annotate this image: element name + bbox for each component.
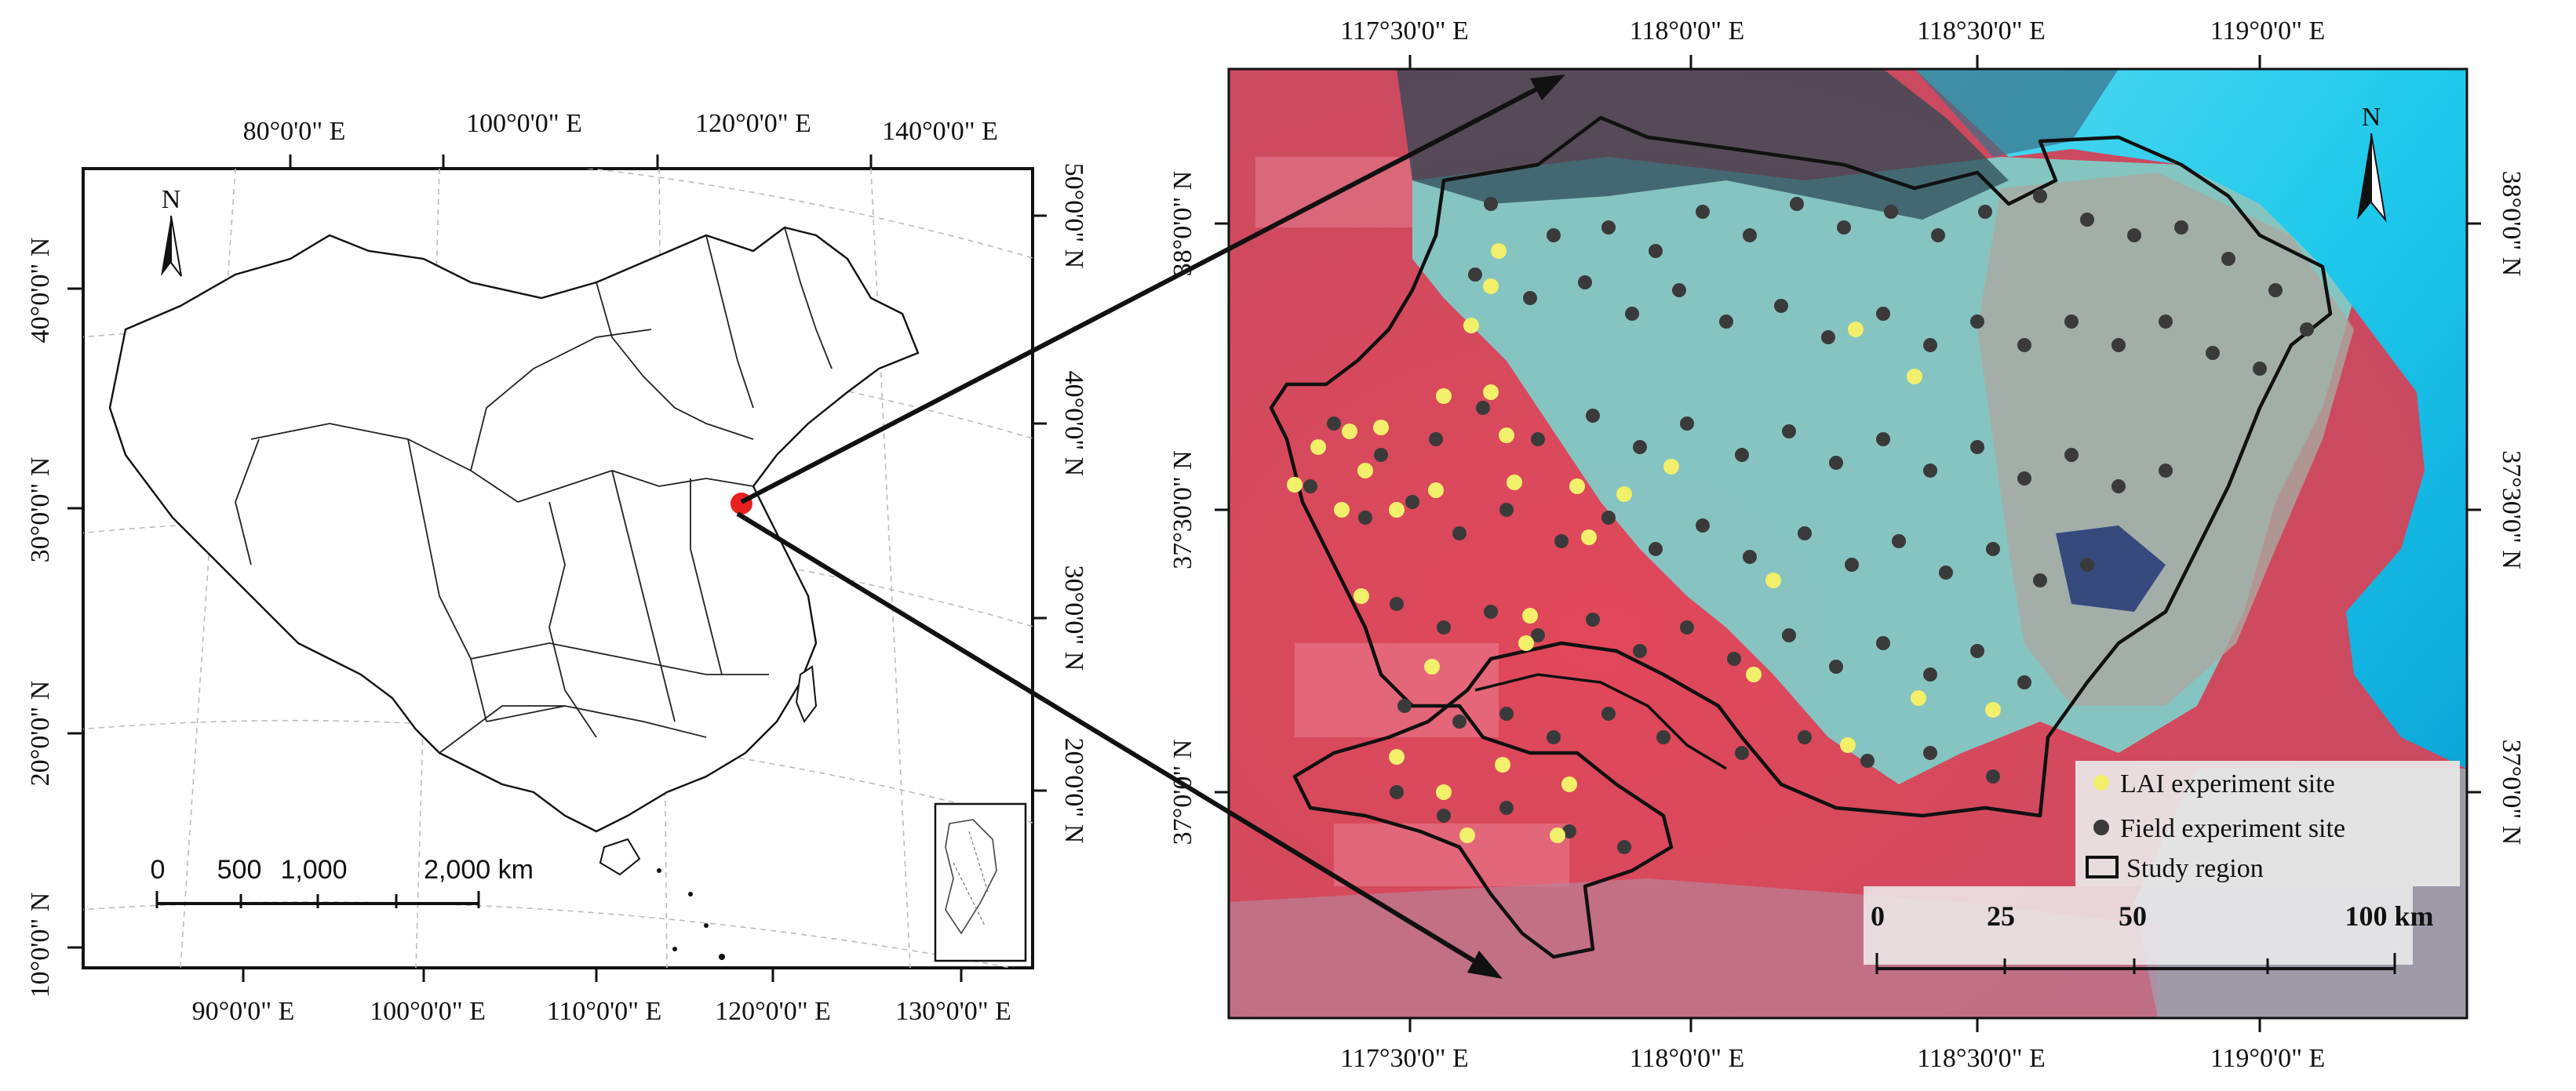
left-scale-1000: 1,000 — [280, 855, 347, 885]
left-lat-20: 20°0'0" N — [26, 681, 55, 787]
china-overview-map: N 0 500 1,000 2,000 km — [26, 109, 1088, 1026]
rmap-top-lon-118: 118°0'0" E — [1630, 16, 1745, 45]
rmap-left-lat-37-30: 37°30'0" N — [1168, 450, 1197, 569]
left-top-lon-140: 140°0'0" E — [882, 117, 998, 146]
lai-experiment-sites — [1287, 243, 2001, 843]
rmap-bottom-lon-118: 118°0'0" E — [1630, 1044, 1745, 1073]
left-top-lon-80: 80°0'0" E — [243, 117, 346, 146]
left-scalebar: 0 500 1,000 2,000 km — [151, 855, 534, 908]
legend-lai-label: LAI experiment site — [2120, 769, 2335, 798]
left-north-label: N — [162, 185, 181, 214]
rmap-right-lat-37: 37°0'0" N — [2497, 740, 2526, 846]
left-bottom-lon-100: 100°0'0" E — [370, 997, 486, 1026]
left-ticks — [67, 155, 1047, 982]
right-scalebar: 0 25 50 100 km — [1864, 886, 2434, 974]
right-scale-0: 0 — [1871, 900, 1885, 932]
zoom-connectors — [736, 75, 1565, 979]
left-scale-500: 500 — [217, 855, 262, 885]
right-scale-25: 25 — [1987, 900, 2015, 932]
left-bottom-lon-90: 90°0'0" E — [192, 997, 295, 1026]
left-scale-0: 0 — [151, 855, 166, 885]
right-map-frame — [1227, 67, 2469, 1020]
study-region-map: N LAI experiment site Field experiment s… — [1168, 16, 2526, 1073]
left-bottom-lon-130: 130°0'0" E — [895, 997, 1011, 1026]
left-bottom-lon-120: 120°0'0" E — [715, 997, 831, 1026]
right-lat-30: 30°0'0" N — [1059, 566, 1088, 671]
left-top-lon-120: 120°0'0" E — [695, 109, 811, 138]
rmap-right-lat-38: 38°0'0" N — [2497, 171, 2526, 277]
right-north-label: N — [2362, 103, 2381, 132]
legend-lai-swatch — [2093, 775, 2109, 791]
rmap-bottom-lon-117-30: 117°30'0" E — [1340, 1044, 1469, 1073]
legend-field-label: Field experiment site — [2120, 814, 2345, 843]
legend-region-swatch — [2086, 856, 2119, 878]
rmap-top-lon-119: 119°0'0" E — [2210, 16, 2326, 45]
right-lat-50: 50°0'0" N — [1059, 163, 1088, 269]
left-scale-2000: 2,000 km — [424, 855, 534, 885]
legend-field-swatch — [2093, 820, 2109, 835]
right-north-arrow: N — [2357, 103, 2387, 223]
internal-county-boundary — [1474, 673, 1727, 770]
rmap-bottom-lon-119: 119°0'0" E — [2210, 1044, 2326, 1073]
study-region-outline — [1269, 115, 2333, 959]
sea — [1915, 69, 2467, 769]
right-ticks — [1215, 55, 2481, 1032]
left-north-arrow: N — [161, 185, 182, 277]
right-lat-40: 40°0'0" N — [1059, 371, 1088, 477]
china-outline — [108, 226, 920, 960]
left-lat-30: 30°0'0" N — [26, 457, 55, 563]
right-scale-50: 50 — [2119, 900, 2147, 932]
rmap-bottom-lon-118-30: 118°30'0" E — [1917, 1044, 2046, 1073]
right-scale-100: 100 km — [2345, 900, 2433, 932]
left-bottom-lon-110: 110°0'0" E — [547, 997, 662, 1026]
left-lat-40: 40°0'0" N — [26, 238, 55, 344]
field-experiment-sites — [1303, 189, 2314, 854]
legend: LAI experiment site Field experiment sit… — [2075, 761, 2460, 886]
rmap-right-lat-37-30: 37°30'0" N — [2497, 450, 2526, 569]
left-lat-10: 10°0'0" N — [26, 893, 55, 998]
rmap-top-lon-118-30: 118°30'0" E — [1917, 16, 2046, 45]
right-lat-20: 20°0'0" N — [1059, 738, 1088, 844]
rmap-left-lat-38: 38°0'0" N — [1168, 171, 1197, 277]
south-china-sea-inset — [934, 802, 1027, 962]
legend-region-label: Study region — [2126, 854, 2264, 883]
rmap-top-lon-117-30: 117°30'0" E — [1340, 16, 1469, 45]
left-top-lon-100: 100°0'0" E — [466, 109, 582, 138]
